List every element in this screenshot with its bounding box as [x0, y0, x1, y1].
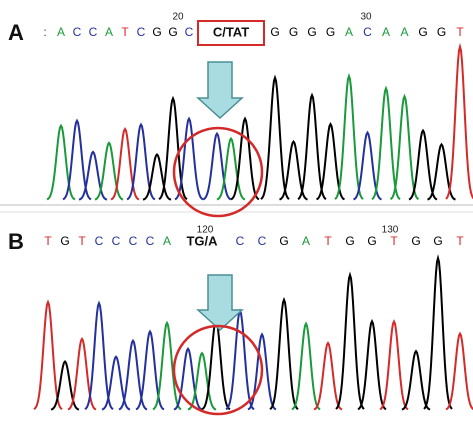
- base-call: T: [390, 234, 398, 248]
- base-call: G: [367, 234, 376, 248]
- base-call: :: [43, 25, 46, 39]
- base-call: T: [324, 234, 332, 248]
- trace-peak: [279, 139, 308, 201]
- arrow: [196, 61, 244, 120]
- base-call: A: [163, 234, 171, 248]
- base-call: T: [78, 234, 86, 248]
- trace-peak: [135, 329, 165, 411]
- trace-peak: [427, 142, 456, 201]
- base-call: C: [146, 234, 155, 248]
- base-call: G: [60, 234, 69, 248]
- base-call: T: [456, 25, 464, 39]
- trace-peak: [225, 308, 255, 411]
- base-call: A: [400, 25, 408, 39]
- position-number: 130: [382, 225, 399, 236]
- trace-peak: [260, 74, 290, 200]
- trace-peak: [313, 341, 343, 411]
- base-call: G: [279, 234, 288, 248]
- trace-peak: [50, 359, 80, 411]
- trace-peak: [334, 72, 364, 200]
- trace-peak: [216, 136, 246, 201]
- trace-peak: [67, 336, 97, 411]
- trace-peak: [152, 320, 182, 411]
- chromatograms: [33, 42, 473, 411]
- base-call: G: [326, 25, 335, 39]
- base-call: C: [137, 25, 146, 39]
- trace-peak: [379, 319, 409, 411]
- base-call: A: [382, 25, 390, 39]
- trace-peak: [202, 131, 232, 201]
- base-call: C: [236, 234, 245, 248]
- trace-peak: [94, 141, 124, 201]
- base-call: C: [89, 25, 98, 39]
- base-call: C: [129, 234, 138, 248]
- trace-peak: [118, 338, 148, 411]
- trace-peak: [445, 42, 473, 200]
- trace-peak: [269, 296, 299, 410]
- base-call: G: [307, 25, 316, 39]
- trace-peak: [187, 351, 217, 411]
- trace-peak: [110, 127, 140, 201]
- highlight-circle: [172, 324, 264, 416]
- base-call: G: [418, 25, 427, 39]
- highlight-box: [197, 20, 265, 46]
- panel-label: A: [8, 20, 24, 45]
- trace-peak: [158, 95, 188, 201]
- arrow: [196, 274, 244, 332]
- position-number: 30: [360, 12, 372, 23]
- base-call: C: [185, 25, 194, 39]
- base-call: C: [258, 234, 267, 248]
- trace-peak: [247, 332, 277, 411]
- base-call: G: [289, 25, 298, 39]
- trace-peak: [101, 355, 131, 411]
- base-call: A: [302, 234, 310, 248]
- base-call: G: [345, 234, 354, 248]
- base-call: C: [363, 25, 372, 39]
- base-call: C: [73, 25, 82, 39]
- trace-peak: [174, 116, 204, 201]
- base-call: T: [121, 25, 129, 39]
- highlight-text: C/TAT: [213, 24, 249, 39]
- base-call: A: [105, 25, 113, 39]
- trace-peak: [173, 346, 203, 411]
- base-call: A: [345, 25, 353, 39]
- trace-peak: [126, 122, 156, 201]
- trace-peak: [201, 318, 231, 411]
- trace-peak: [291, 321, 321, 411]
- trace-peak: [445, 331, 473, 411]
- trace-peak: [230, 116, 260, 201]
- trace-peak: [423, 254, 453, 410]
- trace-peak: [401, 349, 431, 411]
- panel-label: B: [8, 229, 24, 254]
- highlight-text: TG/A: [186, 233, 218, 248]
- trace-peak: [142, 153, 172, 201]
- trace-peak: [353, 130, 382, 201]
- base-call: G: [270, 25, 279, 39]
- base-call: G: [411, 234, 420, 248]
- base-call: G: [168, 25, 177, 39]
- trace-peak: [46, 123, 76, 201]
- position-number: 120: [197, 225, 214, 236]
- trace-peak: [62, 118, 92, 201]
- base-call: G: [152, 25, 161, 39]
- trace-peak: [78, 150, 108, 201]
- position-number: 20: [172, 12, 184, 23]
- base-call: G: [433, 234, 442, 248]
- base-call: T: [44, 234, 52, 248]
- highlight-circle: [172, 126, 264, 218]
- trace-peak: [335, 271, 365, 410]
- base-call: A: [57, 25, 65, 39]
- base-call: C: [112, 234, 121, 248]
- base-call: G: [437, 25, 446, 39]
- trace-peak: [316, 121, 345, 201]
- base-call: T: [456, 234, 464, 248]
- trace-peak: [357, 318, 387, 411]
- base-call: C: [95, 234, 104, 248]
